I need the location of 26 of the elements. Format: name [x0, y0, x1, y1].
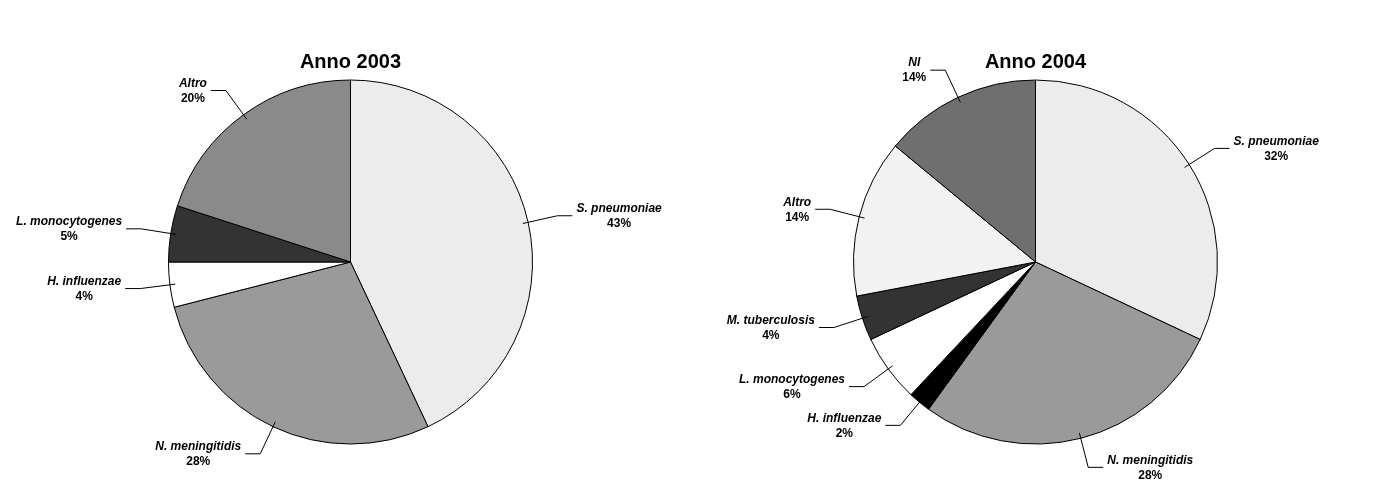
data-label: 43% — [607, 216, 632, 231]
chart-title: Anno 2004 — [984, 49, 1087, 72]
slice-label: S. pneumoniae — [1233, 133, 1320, 148]
data-label: 32% — [1264, 148, 1289, 163]
data-label: 4% — [75, 288, 94, 303]
data-label: 28% — [186, 454, 211, 469]
slice-label: N. meningitidis — [1107, 452, 1194, 467]
slice-label: M. tuberculosis — [726, 312, 816, 327]
slice-label: L. monocytogenes — [16, 214, 123, 229]
slice-label: NI — [908, 55, 921, 70]
data-label: 14% — [785, 209, 810, 224]
slice-label: L. monocytogenes — [738, 371, 846, 386]
data-label: 6% — [783, 386, 801, 401]
slice-label: Altro — [782, 194, 812, 209]
slice-label: S. pneumoniae — [576, 201, 663, 216]
data-label: 28% — [1138, 467, 1163, 482]
slice-label: H. influenzae — [47, 273, 122, 288]
data-label: 5% — [60, 229, 79, 244]
slice-label: N. meningitidis — [155, 439, 242, 454]
data-label: 14% — [902, 70, 927, 85]
data-label: 2% — [835, 425, 854, 440]
data-label: 20% — [180, 90, 206, 105]
slice-label: Altro — [177, 75, 207, 90]
slice-label: H. influenzae — [807, 410, 882, 425]
chart-title: Anno 2003 — [299, 49, 402, 72]
data-label: 4% — [762, 327, 780, 342]
